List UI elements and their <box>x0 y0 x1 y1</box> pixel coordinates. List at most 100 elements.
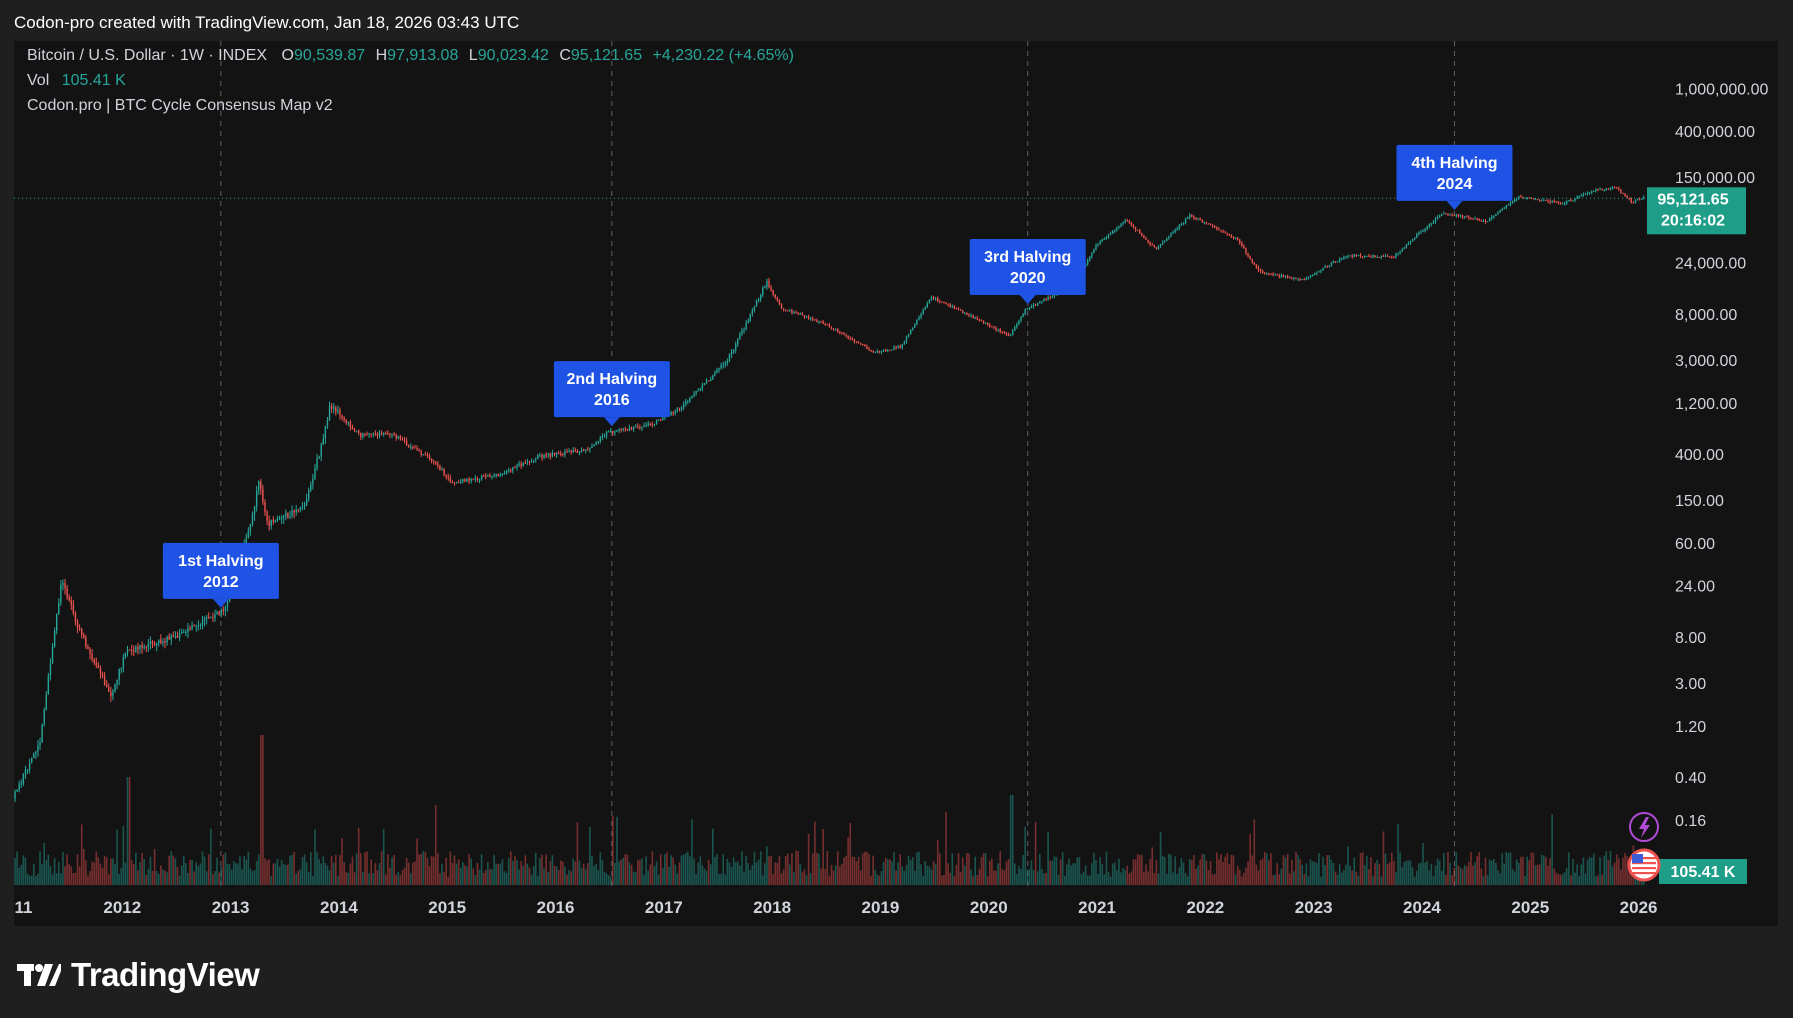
volume-bar <box>1055 856 1058 885</box>
candle-body <box>1570 199 1572 201</box>
candle-body <box>1482 220 1485 222</box>
candle-body <box>1309 275 1312 278</box>
candle-body <box>478 479 481 481</box>
candle-body <box>905 336 908 342</box>
volume-bar <box>980 856 983 885</box>
volume-bar <box>1557 874 1560 885</box>
candle-body <box>680 407 683 410</box>
volume-bar <box>1390 852 1393 885</box>
symbol-label[interactable]: Bitcoin / U.S. Dollar · 1W · INDEX <box>27 47 268 64</box>
candle-body <box>849 338 851 340</box>
candle-body <box>449 477 452 483</box>
volume-bar <box>966 853 968 885</box>
candle-body <box>1409 241 1412 243</box>
candle-body <box>174 635 177 637</box>
volume-bar <box>422 851 425 885</box>
volume-bar <box>409 873 412 885</box>
candle-body <box>487 474 489 477</box>
volume-bar <box>595 863 597 885</box>
volume-bar <box>49 866 52 885</box>
indicator-legend[interactable]: Codon.pro | BTC Cycle Consensus Map v2 <box>27 97 333 114</box>
volume-legend[interactable]: Vol 105.41 K <box>27 72 126 90</box>
candle-body <box>585 449 587 451</box>
volume-bar <box>936 839 939 885</box>
volume-bar <box>1057 874 1060 885</box>
x-tick-label: 2011 <box>14 898 32 917</box>
volume-bar <box>1405 860 1408 885</box>
volume-bar <box>295 873 298 885</box>
volume-bar <box>918 851 920 885</box>
volume-bar <box>384 874 387 885</box>
candle-body <box>962 310 964 314</box>
volume-bar <box>278 866 281 885</box>
volume-bar <box>1538 864 1541 885</box>
candle-body <box>1607 188 1610 190</box>
candle-body <box>1007 334 1010 336</box>
volume-bar <box>1384 853 1387 885</box>
candle-body <box>1024 309 1026 315</box>
candle-body <box>1622 193 1624 195</box>
volume-bar <box>953 876 956 885</box>
candle-body <box>791 310 793 314</box>
chart-panel[interactable]: 2011201220132014201520162017201820192020… <box>14 41 1778 926</box>
candle-body <box>118 669 120 680</box>
volume-bar <box>978 868 981 885</box>
volume-bar <box>1018 866 1020 885</box>
candle-body <box>507 470 510 472</box>
volume-bar <box>1597 875 1599 885</box>
volume-bar <box>453 855 456 885</box>
volume-bar <box>1415 870 1418 885</box>
candle-body <box>834 328 837 330</box>
lightning-icon[interactable] <box>1629 812 1659 842</box>
candle-body <box>926 303 929 308</box>
candle-body <box>1520 196 1522 198</box>
volume-bar <box>276 858 279 885</box>
candle-body <box>116 679 118 685</box>
volume-bar <box>791 853 793 885</box>
candle-body <box>872 351 874 353</box>
volume-bar <box>526 863 529 885</box>
close-label: C <box>559 47 571 64</box>
candle-body <box>1093 249 1095 253</box>
volume-bar <box>607 875 610 885</box>
candle-body <box>768 280 770 288</box>
volume-bar <box>1107 872 1110 885</box>
volume-bar <box>1513 871 1516 885</box>
volume-bar <box>443 872 445 885</box>
candle-body <box>428 455 431 459</box>
candle-body <box>826 324 829 326</box>
halving-label-pointer <box>212 598 229 608</box>
price-chart[interactable]: 2011201220132014201520162017201820192020… <box>14 41 1778 926</box>
volume-bar <box>47 854 50 885</box>
candle-body <box>310 484 312 491</box>
x-tick-label: 2015 <box>428 898 466 917</box>
volume-bar <box>1624 853 1626 885</box>
volume-bar <box>864 851 866 885</box>
volume-bar <box>207 854 210 885</box>
volume-bar <box>18 867 21 885</box>
candle-body <box>828 324 831 328</box>
candle-body <box>1318 271 1320 273</box>
us-flag-icon[interactable] <box>1627 848 1661 882</box>
candle-body <box>689 398 691 402</box>
candle-body <box>722 364 724 366</box>
candle-body <box>485 475 487 477</box>
candle-body <box>628 427 631 431</box>
volume-bar <box>1270 853 1272 885</box>
volume-bar <box>216 857 218 885</box>
volume-bar <box>816 852 818 885</box>
candle-body <box>787 310 789 312</box>
candle-body <box>322 438 324 445</box>
volume-bar <box>893 852 895 885</box>
candle-body <box>1426 226 1428 229</box>
candle-body <box>1230 234 1233 238</box>
volume-bar <box>1499 873 1501 885</box>
volume-bar <box>1284 857 1287 885</box>
candle-body <box>572 450 574 453</box>
x-tick-label: 2024 <box>1403 898 1441 917</box>
volume-bar <box>1563 872 1566 885</box>
volume-bar <box>32 863 35 885</box>
volume-bar <box>432 856 435 885</box>
volume-bar <box>714 857 716 885</box>
candle-body <box>337 410 339 412</box>
